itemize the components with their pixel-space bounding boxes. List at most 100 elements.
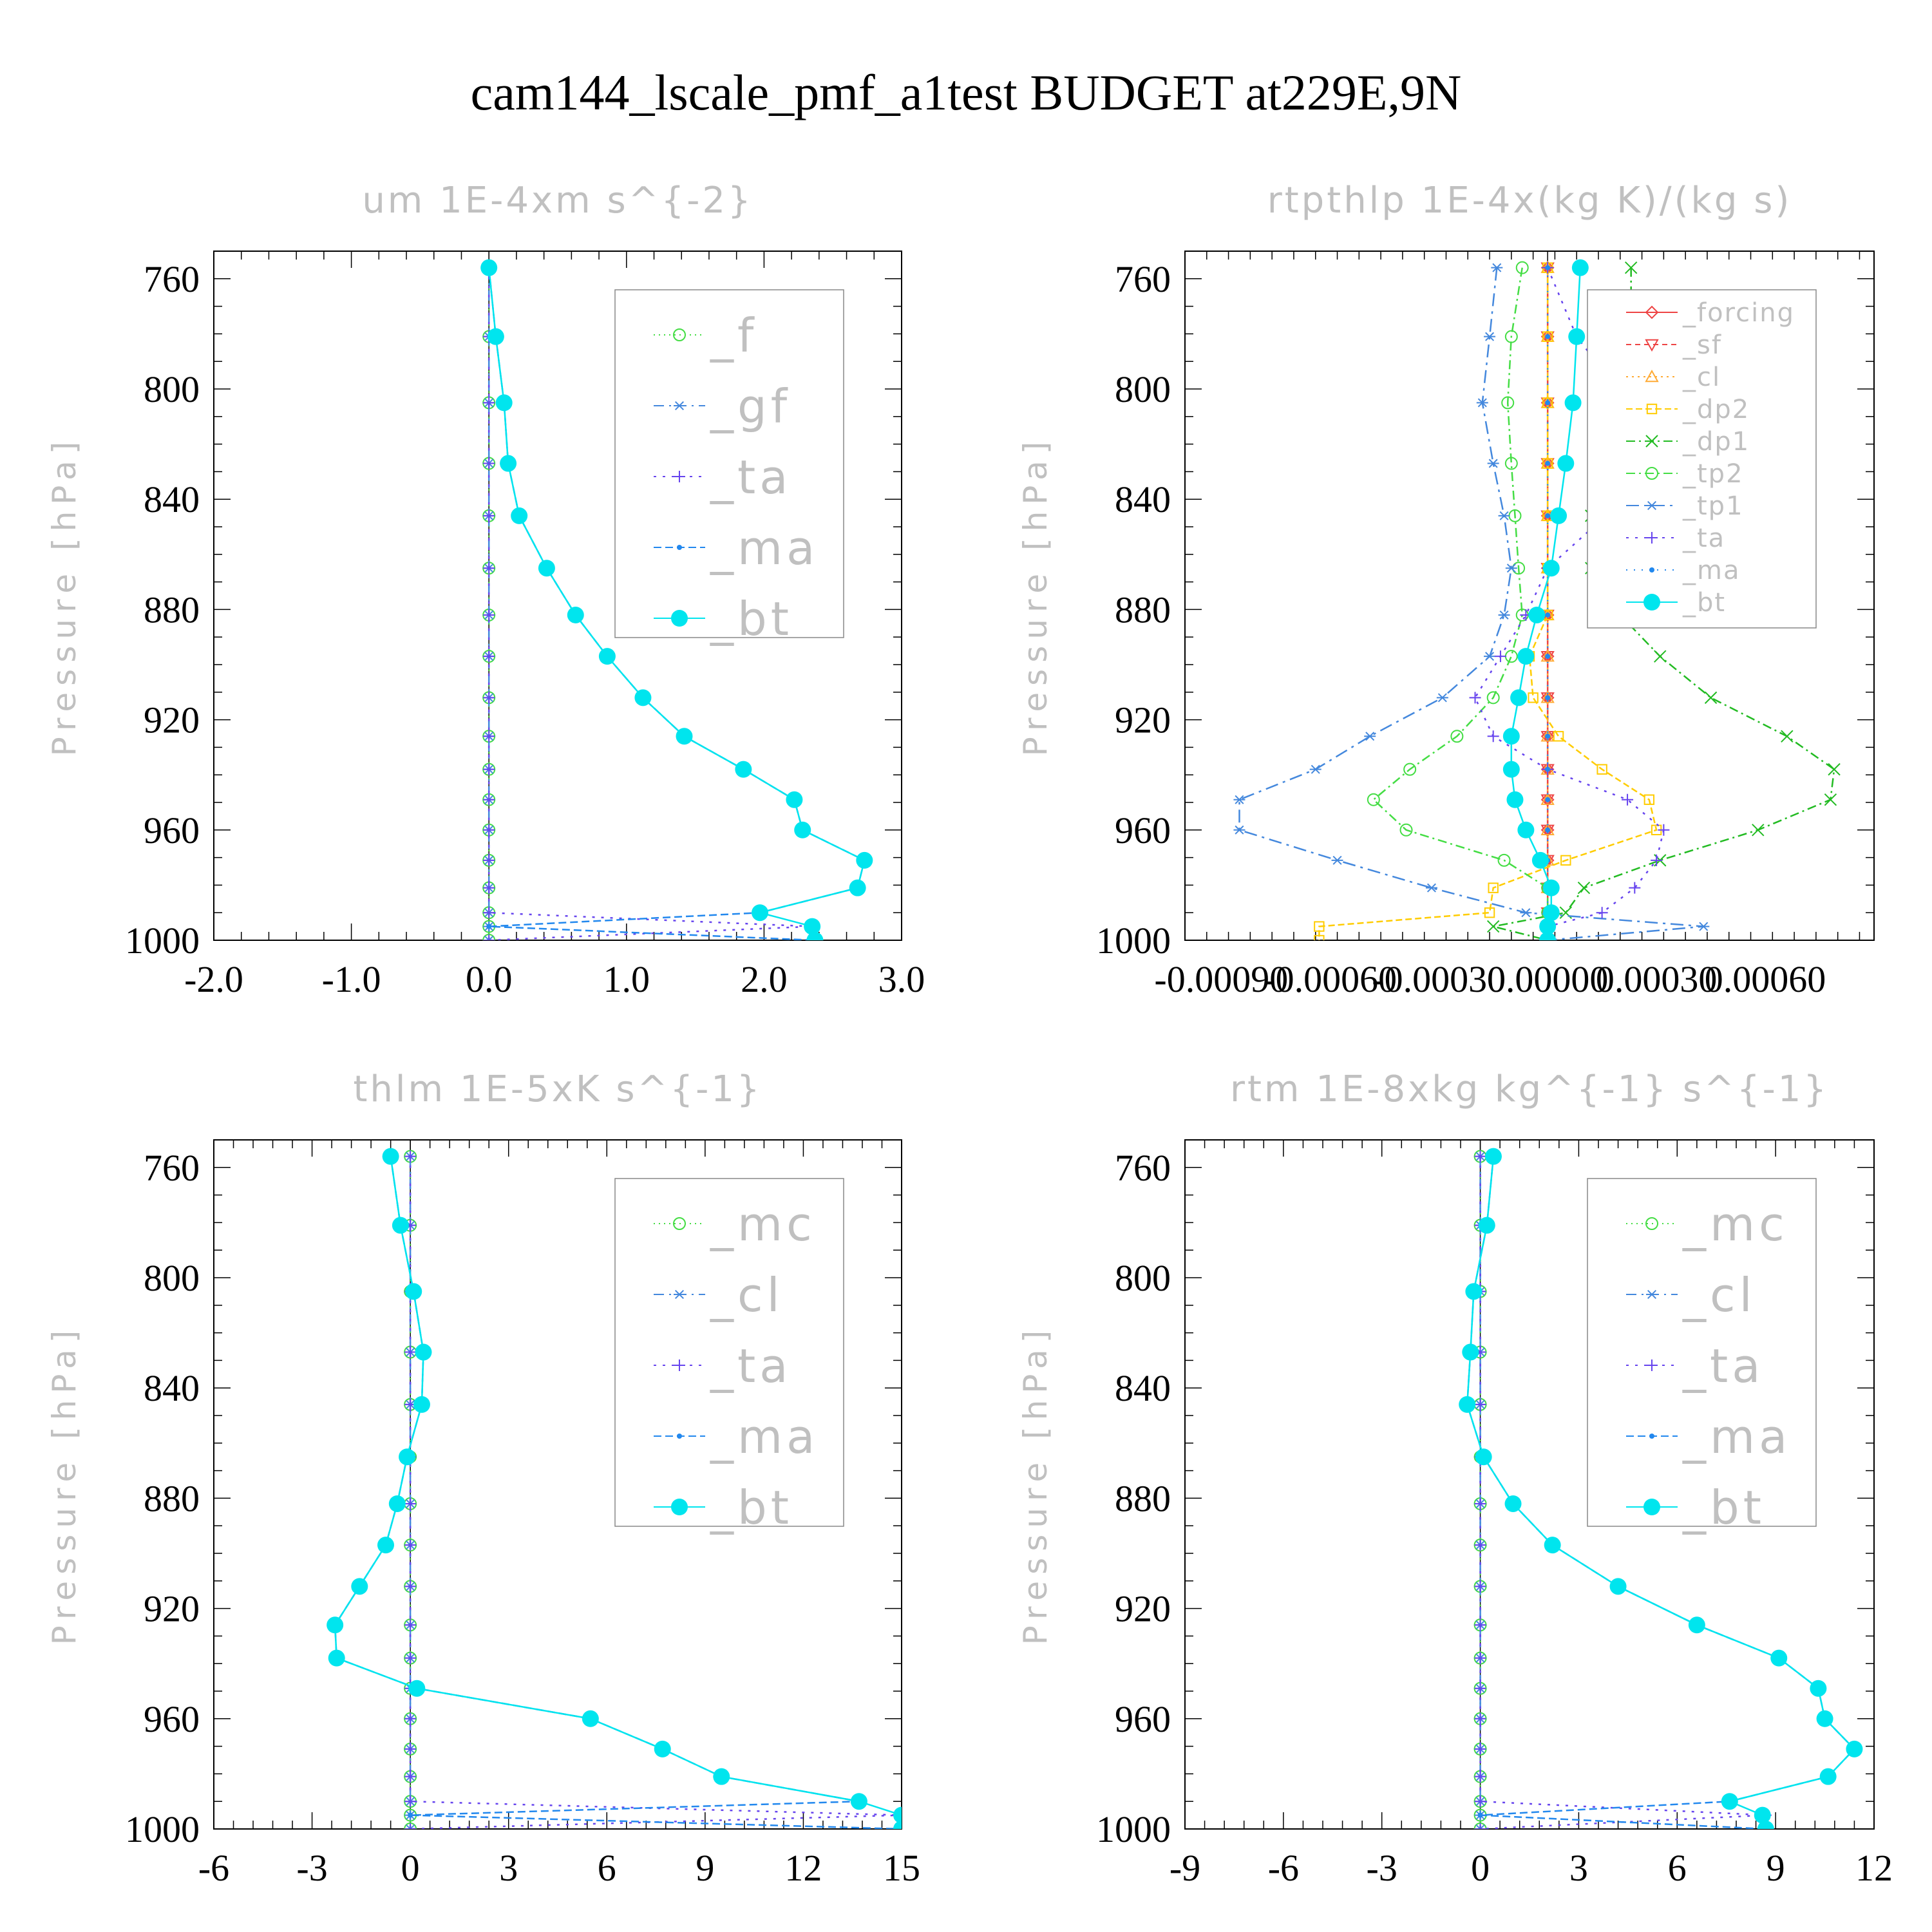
data-point <box>377 1537 394 1554</box>
y-tick-label: 760 <box>144 1147 200 1189</box>
series-line-bt <box>1466 1156 1856 1829</box>
y-tick-label: 760 <box>144 258 200 300</box>
y-tick-label: 800 <box>1115 1257 1171 1299</box>
data-point <box>1450 730 1464 743</box>
data-point <box>1474 1795 1486 1808</box>
y-axis-label: Pressure [hPa] <box>1017 1324 1054 1645</box>
data-point <box>1816 1710 1833 1727</box>
data-point <box>1596 764 1607 775</box>
data-point <box>404 1619 417 1631</box>
legend-label: _forcing <box>1682 298 1795 328</box>
data-point <box>399 1448 416 1466</box>
data-point <box>1643 794 1655 805</box>
data-point <box>511 507 528 524</box>
data-point <box>404 1824 417 1829</box>
y-tick-label: 1000 <box>125 1808 200 1850</box>
x-tick-label: 6 <box>598 1847 616 1889</box>
data-point <box>1545 695 1551 701</box>
data-point <box>1810 1680 1827 1697</box>
legend-marker <box>1645 1217 1658 1230</box>
legend: _f _gf _ta _ma _bt <box>614 289 844 646</box>
legend-marker <box>677 1434 682 1439</box>
data-point <box>1474 1150 1486 1162</box>
x-tick-label: 3 <box>1569 1847 1588 1889</box>
y-tick-label: 880 <box>1115 1477 1171 1519</box>
data-point <box>1484 652 1496 661</box>
data-point <box>1520 908 1532 918</box>
legend-marker <box>1646 403 1658 415</box>
data-point <box>1494 650 1506 663</box>
legend-label: _ma <box>710 1410 819 1464</box>
y-tick-label: 920 <box>144 1588 200 1630</box>
panel-title: thlm 1E-5xK s^{-1} <box>353 1068 762 1110</box>
data-point <box>598 648 616 665</box>
legend-label: _dp1 <box>1682 427 1750 457</box>
data-point <box>1819 1768 1837 1785</box>
data-point <box>1545 612 1551 618</box>
data-point <box>850 1793 867 1810</box>
x-tick-label: 0.00000 <box>1487 958 1609 1000</box>
legend-marker <box>1649 1434 1654 1439</box>
data-point <box>1545 460 1551 466</box>
data-point <box>408 1680 426 1697</box>
data-point <box>1757 1821 1774 1829</box>
data-point <box>483 609 495 621</box>
data-point <box>1629 882 1641 894</box>
legend-label: _bt <box>710 592 793 646</box>
data-point <box>1309 764 1321 774</box>
data-point <box>1403 762 1417 776</box>
data-point <box>405 1283 422 1300</box>
data-point <box>483 824 495 836</box>
data-point <box>1474 1539 1486 1551</box>
legend: _mc _cl _ta _ma _bt <box>1587 1178 1817 1535</box>
data-point <box>1658 824 1670 836</box>
legend-label: _ma <box>1682 556 1740 585</box>
legend-marker <box>1645 305 1659 319</box>
y-axis-label: Pressure [hPa] <box>46 435 83 757</box>
y-tick-label: 960 <box>144 810 200 851</box>
legend-label: _bt <box>1682 1481 1765 1535</box>
y-tick-label: 880 <box>144 589 200 630</box>
y-axis-label: Pressure [hPa] <box>1017 435 1054 757</box>
series-layer <box>1459 1148 1863 1829</box>
legend-marker <box>1645 339 1659 352</box>
data-point <box>1474 1743 1486 1755</box>
legend-marker <box>1645 467 1658 480</box>
y-axis-label: Pressure [hPa] <box>46 1324 83 1645</box>
data-point <box>483 793 495 806</box>
x-tick-label: 0.00060 <box>1705 958 1826 1000</box>
series-line-bt <box>334 1156 902 1829</box>
y-tick-label: 760 <box>1115 258 1171 300</box>
legend: _mc _cl _ta _ma _bt <box>614 1178 844 1535</box>
data-point <box>804 918 821 935</box>
data-point <box>1622 793 1634 806</box>
data-point <box>1515 261 1529 274</box>
data-point <box>1568 328 1586 345</box>
y-tick-label: 960 <box>1115 810 1171 851</box>
legend-label: _gf <box>710 379 791 433</box>
data-point <box>1474 1770 1486 1783</box>
data-point <box>1504 330 1518 343</box>
legend-marker <box>1643 594 1660 611</box>
legend-label: _ta <box>1682 524 1725 553</box>
data-point <box>404 1539 417 1551</box>
series-line-tp1 <box>1238 267 1704 940</box>
x-tick-label: 15 <box>883 1847 920 1889</box>
data-point <box>1545 265 1551 270</box>
data-point <box>1542 331 1553 342</box>
data-point <box>483 692 495 704</box>
data-point <box>328 1649 345 1667</box>
y-tick-label: 760 <box>1115 1147 1171 1189</box>
panel-title: rtpthlp 1E-4x(kg K)/(kg s) <box>1267 180 1792 222</box>
data-point <box>1540 729 1555 742</box>
data-point <box>713 1768 730 1785</box>
data-point <box>1828 762 1841 776</box>
data-point <box>1474 1652 1486 1664</box>
legend-marker <box>673 1217 686 1230</box>
data-point <box>404 1150 417 1162</box>
data-point <box>735 761 752 778</box>
y-tick-label: 800 <box>144 1257 200 1299</box>
data-point <box>654 1740 671 1757</box>
data-point <box>404 1743 417 1755</box>
